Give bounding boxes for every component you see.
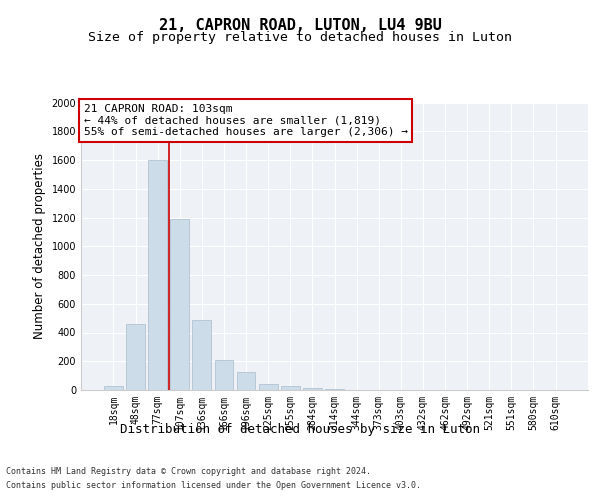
Text: Contains HM Land Registry data © Crown copyright and database right 2024.: Contains HM Land Registry data © Crown c… [6,468,371,476]
Text: Distribution of detached houses by size in Luton: Distribution of detached houses by size … [120,422,480,436]
Text: 21, CAPRON ROAD, LUTON, LU4 9BU: 21, CAPRON ROAD, LUTON, LU4 9BU [158,18,442,32]
Text: Size of property relative to detached houses in Luton: Size of property relative to detached ho… [88,31,512,44]
Bar [126,324,145,390]
Bar [170,219,189,390]
Bar [148,160,167,390]
Bar [303,388,322,390]
Y-axis label: Number of detached properties: Number of detached properties [33,153,46,340]
Text: 21 CAPRON ROAD: 103sqm
← 44% of detached houses are smaller (1,819)
55% of semi-: 21 CAPRON ROAD: 103sqm ← 44% of detached… [83,104,407,137]
Bar [281,386,299,390]
Bar [259,384,278,390]
Text: Contains public sector information licensed under the Open Government Licence v3: Contains public sector information licen… [6,481,421,490]
Bar [193,320,211,390]
Bar [325,388,344,390]
Bar [236,372,256,390]
Bar [215,360,233,390]
Bar [104,386,123,390]
